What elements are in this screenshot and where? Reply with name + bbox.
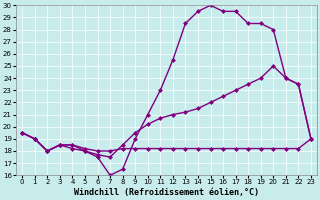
X-axis label: Windchill (Refroidissement éolien,°C): Windchill (Refroidissement éolien,°C): [74, 188, 259, 197]
